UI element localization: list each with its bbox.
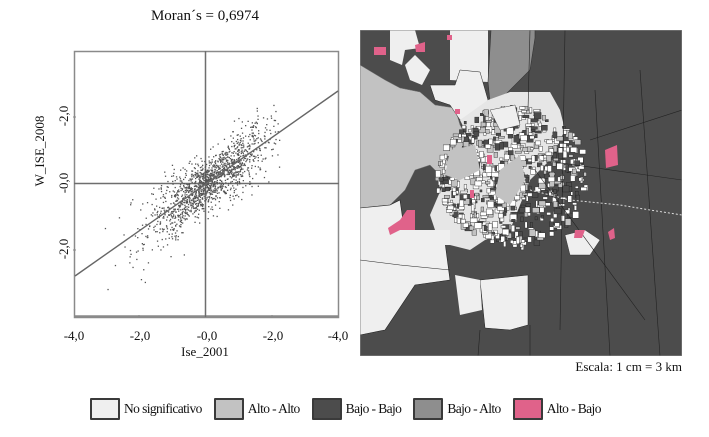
moran-scatterplot: [73, 50, 340, 319]
plot-frame: [73, 50, 340, 319]
legend-label: Bajo - Bajo: [345, 401, 402, 416]
legend-label: Alto - Alto: [247, 401, 301, 416]
x-tick: -0,0: [196, 328, 218, 343]
legend-label: Alto - Bajo: [546, 401, 602, 416]
y-axis-label: W_ISE_2008: [32, 115, 47, 187]
legend-label: Bajo - Alto: [447, 401, 501, 416]
y-tick: -2,0: [56, 105, 71, 127]
chart-title: Moran´s = 0,6974: [150, 8, 260, 24]
regression-line: [74, 90, 339, 277]
legend-swatch: [512, 398, 543, 420]
legend-swatch: [413, 398, 444, 420]
y-tick: -0,0: [56, 172, 71, 194]
alto-bajo-patches: [374, 35, 618, 240]
scatter-points: [104, 104, 281, 291]
legend-swatch: [311, 398, 342, 420]
map-scale: Escala: 1 cm = 3 km: [575, 359, 682, 374]
legend-item-no-significativo: No significativo: [90, 398, 202, 420]
legend-swatch: [213, 398, 244, 420]
legend-label: No significativo: [124, 401, 202, 416]
legend-item-alto-bajo: Alto - Bajo: [512, 398, 602, 420]
x-tick: -4,0: [327, 328, 349, 343]
urban-census-tracts: [435, 105, 588, 251]
map-legend: No significativo Alto - Alto Bajo - Bajo…: [90, 396, 613, 422]
legend-swatch: [90, 398, 120, 420]
lisa-cluster-map: [360, 30, 682, 356]
x-axis-label: Ise_2001: [181, 344, 229, 359]
x-tick: -4,0: [63, 328, 85, 343]
y-tick: -2,0: [56, 238, 71, 260]
legend-item-bajo-alto: Bajo - Alto: [413, 398, 501, 420]
legend-item-bajo-bajo: Bajo - Bajo: [311, 398, 402, 420]
legend-item-alto-alto: Alto - Alto: [213, 398, 301, 420]
x-tick: -2,0: [129, 328, 151, 343]
x-tick: -2,0: [262, 328, 284, 343]
